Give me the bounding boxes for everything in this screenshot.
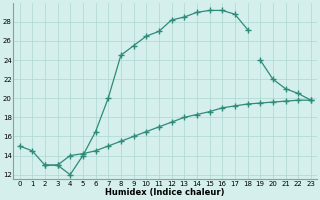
X-axis label: Humidex (Indice chaleur): Humidex (Indice chaleur): [106, 188, 225, 197]
